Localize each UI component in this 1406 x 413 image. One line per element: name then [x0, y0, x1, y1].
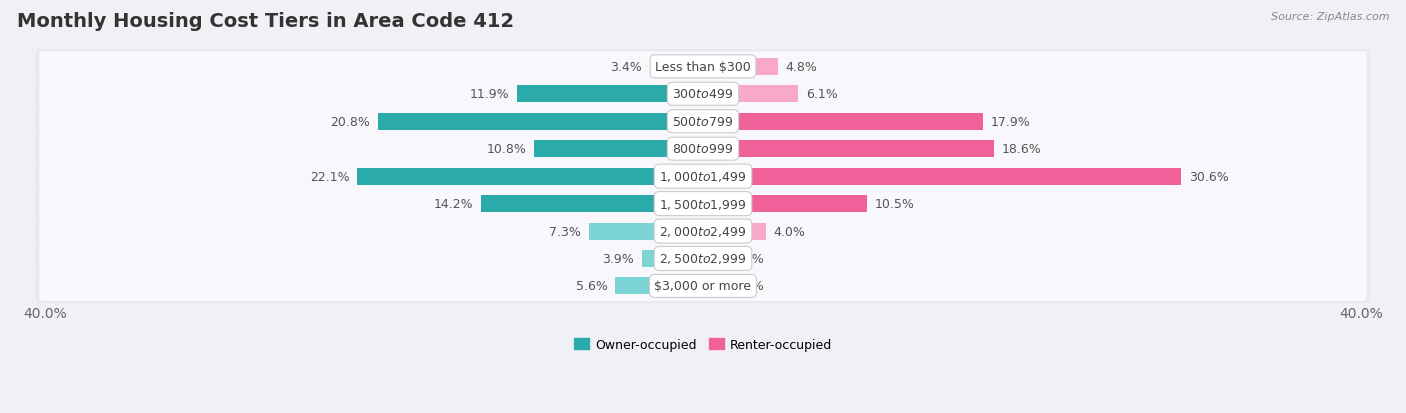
Text: 40.0%: 40.0%: [1340, 306, 1384, 320]
Text: 10.5%: 10.5%: [875, 197, 915, 211]
Text: 22.1%: 22.1%: [309, 170, 350, 183]
Text: $800 to $999: $800 to $999: [672, 143, 734, 156]
FancyBboxPatch shape: [39, 79, 1367, 109]
FancyBboxPatch shape: [39, 244, 1367, 274]
Text: $1,500 to $1,999: $1,500 to $1,999: [659, 197, 747, 211]
Text: 7.3%: 7.3%: [550, 225, 581, 238]
FancyBboxPatch shape: [35, 105, 1371, 139]
Bar: [534, 141, 703, 158]
Text: 3.4%: 3.4%: [610, 61, 643, 74]
Text: $3,000 or more: $3,000 or more: [655, 280, 751, 293]
Bar: [517, 86, 703, 103]
Bar: [703, 196, 868, 213]
Bar: [703, 250, 725, 267]
Bar: [703, 86, 799, 103]
Bar: [703, 278, 725, 295]
FancyBboxPatch shape: [39, 216, 1367, 247]
Bar: [703, 141, 994, 158]
Text: 4.0%: 4.0%: [773, 225, 806, 238]
Bar: [589, 223, 703, 240]
Text: $500 to $799: $500 to $799: [672, 116, 734, 128]
Legend: Owner-occupied, Renter-occupied: Owner-occupied, Renter-occupied: [568, 333, 838, 356]
Text: 10.8%: 10.8%: [486, 143, 526, 156]
Bar: [357, 168, 703, 185]
Bar: [643, 250, 703, 267]
FancyBboxPatch shape: [39, 161, 1367, 192]
Text: Source: ZipAtlas.com: Source: ZipAtlas.com: [1271, 12, 1389, 22]
Text: 1.4%: 1.4%: [733, 280, 765, 293]
Text: 11.9%: 11.9%: [470, 88, 509, 101]
FancyBboxPatch shape: [35, 187, 1371, 221]
FancyBboxPatch shape: [35, 242, 1371, 276]
Text: $300 to $499: $300 to $499: [672, 88, 734, 101]
Bar: [616, 278, 703, 295]
Text: 3.9%: 3.9%: [602, 252, 634, 265]
FancyBboxPatch shape: [39, 134, 1367, 164]
Text: 5.6%: 5.6%: [575, 280, 607, 293]
Bar: [703, 59, 778, 76]
Text: $2,000 to $2,499: $2,000 to $2,499: [659, 225, 747, 238]
Text: 40.0%: 40.0%: [22, 306, 66, 320]
FancyBboxPatch shape: [39, 189, 1367, 219]
Text: 20.8%: 20.8%: [330, 116, 370, 128]
FancyBboxPatch shape: [39, 271, 1367, 301]
FancyBboxPatch shape: [35, 132, 1371, 166]
Bar: [650, 59, 703, 76]
Text: 17.9%: 17.9%: [991, 116, 1031, 128]
Bar: [481, 196, 703, 213]
Text: 14.2%: 14.2%: [433, 197, 474, 211]
FancyBboxPatch shape: [35, 78, 1371, 112]
Text: $1,000 to $1,499: $1,000 to $1,499: [659, 170, 747, 184]
Text: 4.8%: 4.8%: [786, 61, 818, 74]
FancyBboxPatch shape: [35, 160, 1371, 194]
Text: 6.1%: 6.1%: [806, 88, 838, 101]
FancyBboxPatch shape: [39, 107, 1367, 137]
Text: $2,500 to $2,999: $2,500 to $2,999: [659, 252, 747, 266]
Text: 30.6%: 30.6%: [1189, 170, 1229, 183]
Text: 18.6%: 18.6%: [1001, 143, 1042, 156]
Bar: [378, 114, 703, 131]
Text: 1.4%: 1.4%: [733, 252, 765, 265]
Bar: [703, 168, 1181, 185]
Bar: [703, 114, 983, 131]
FancyBboxPatch shape: [39, 52, 1367, 82]
Text: Monthly Housing Cost Tiers in Area Code 412: Monthly Housing Cost Tiers in Area Code …: [17, 12, 515, 31]
FancyBboxPatch shape: [35, 50, 1371, 84]
FancyBboxPatch shape: [35, 269, 1371, 303]
Text: Less than $300: Less than $300: [655, 61, 751, 74]
FancyBboxPatch shape: [35, 214, 1371, 249]
Bar: [703, 223, 765, 240]
